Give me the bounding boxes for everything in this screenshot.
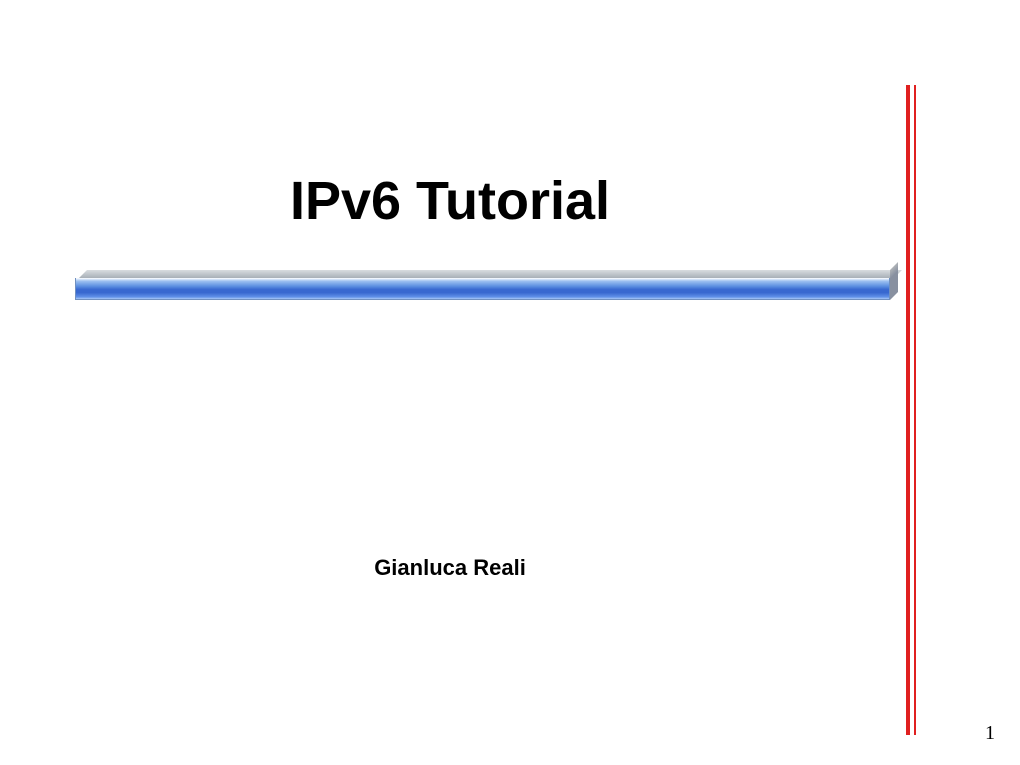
decorative-bar <box>75 270 890 300</box>
author-name: Gianluca Reali <box>0 555 900 581</box>
bar-side-face <box>890 262 898 300</box>
page-number: 1 <box>985 722 995 745</box>
slide-title: IPv6 Tutorial <box>0 170 900 232</box>
vertical-line-thin <box>914 85 916 735</box>
bar-front-face <box>75 278 890 300</box>
bar-top-face <box>79 270 902 278</box>
vertical-line-thick <box>906 85 910 735</box>
